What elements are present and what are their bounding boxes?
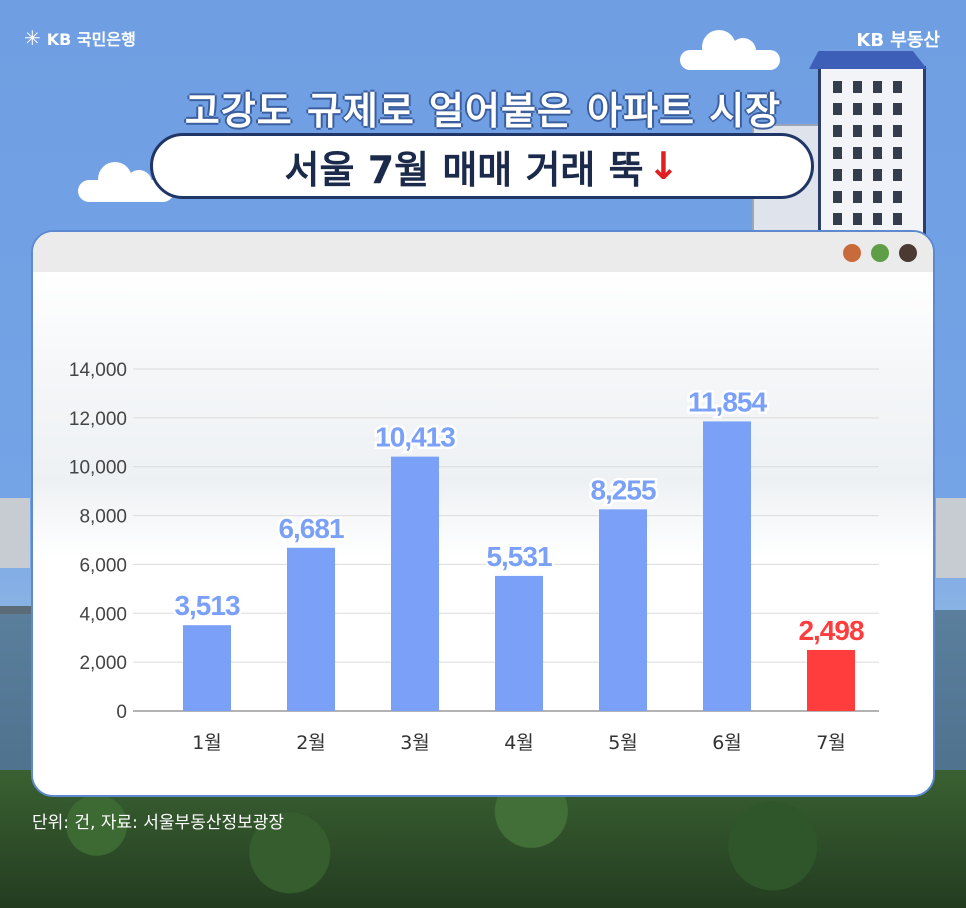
x-tick-label: 7월 <box>816 732 846 754</box>
building-window <box>893 147 902 159</box>
bar-3월 <box>391 456 439 711</box>
x-tick-label: 2월 <box>296 732 326 754</box>
bar-1월 <box>183 625 231 711</box>
bar-6월 <box>703 421 751 711</box>
building-window <box>873 81 882 93</box>
building-window <box>893 125 902 137</box>
y-tick-label: 2,000 <box>79 653 127 674</box>
building-window <box>893 213 902 225</box>
source-note: 단위: 건, 자료: 서울부동산정보광장 <box>32 813 285 833</box>
bar-chart: 0 2,000 4,000 6,000 8,000 10,000 12,000 14,000 3… <box>69 360 879 754</box>
building-window <box>853 125 862 137</box>
data-label: 2,498 <box>798 615 863 646</box>
bar-2월 <box>287 547 335 711</box>
building-window <box>893 169 902 181</box>
building-window <box>893 103 902 115</box>
down-arrow-icon: ↓ <box>647 144 680 188</box>
window-dot-brown <box>899 244 917 262</box>
building-window <box>853 147 862 159</box>
y-tick-label: 10,000 <box>69 458 127 479</box>
building-window <box>833 169 842 181</box>
subheadline: 서울 7월 매매 거래 뚝 <box>284 147 644 192</box>
bar-4월 <box>495 575 543 711</box>
building-window <box>873 147 882 159</box>
building-window <box>833 103 842 115</box>
bar-5월 <box>599 509 647 711</box>
building-window <box>853 191 862 203</box>
data-label: 6,681 <box>278 513 343 544</box>
data-label: 8,255 <box>590 474 655 505</box>
logo-text: KB 국민은행 <box>46 30 136 49</box>
y-tick-label: 4,000 <box>79 604 127 625</box>
y-tick-label: 0 <box>116 702 127 723</box>
x-tick-label: 5월 <box>608 732 638 754</box>
building-window <box>833 213 842 225</box>
chart-window: 0 2,000 4,000 6,000 8,000 10,000 12,000 14,000 3… <box>31 230 935 797</box>
building-roof <box>809 51 927 69</box>
building-window <box>833 147 842 159</box>
building-window <box>853 213 862 225</box>
window-dot-green <box>871 244 889 262</box>
data-label: 11,854 <box>688 386 768 417</box>
y-tick-label: 6,000 <box>79 555 127 576</box>
building-window <box>873 103 882 115</box>
y-tick-label: 12,000 <box>69 409 127 430</box>
building-window <box>873 125 882 137</box>
data-label: 10,413 <box>375 422 455 453</box>
kb-bank-logo: ✳ KB 국민은행 <box>24 26 136 50</box>
building-window <box>873 191 882 203</box>
building-window <box>833 125 842 137</box>
building-window <box>853 103 862 115</box>
data-label: 3,513 <box>174 590 239 621</box>
building-window <box>853 81 862 93</box>
building-window <box>873 169 882 181</box>
x-tick-label: 6월 <box>712 732 742 754</box>
headline: 고강도 규제로 얼어붙은 아파트 시장 <box>184 89 782 133</box>
subheadline-box: 서울 7월 매매 거래 뚝 ↓ <box>150 133 814 199</box>
brand-name: KB 부동산 <box>856 30 940 51</box>
building-window <box>893 191 902 203</box>
y-tick-label: 14,000 <box>69 360 127 381</box>
bridge <box>0 606 40 614</box>
building-window <box>833 191 842 203</box>
building-window <box>853 169 862 181</box>
bar-7월 <box>807 649 855 711</box>
cloud-icon <box>680 30 780 70</box>
x-tick-label: 4월 <box>504 732 534 754</box>
city-right <box>936 498 966 578</box>
cloud-icon <box>78 162 174 202</box>
building-window <box>893 81 902 93</box>
apartment-building-icon <box>809 51 927 239</box>
y-tick-label: 8,000 <box>79 507 127 528</box>
building-window <box>873 213 882 225</box>
window-dot-orange <box>843 244 861 262</box>
window-titlebar <box>33 232 933 272</box>
x-tick-label: 1월 <box>192 732 222 754</box>
kb-star-icon: ✳ <box>24 26 41 50</box>
data-label: 5,531 <box>486 541 551 572</box>
building-window <box>833 81 842 93</box>
x-tick-label: 3월 <box>400 732 430 754</box>
city-left <box>0 498 30 568</box>
